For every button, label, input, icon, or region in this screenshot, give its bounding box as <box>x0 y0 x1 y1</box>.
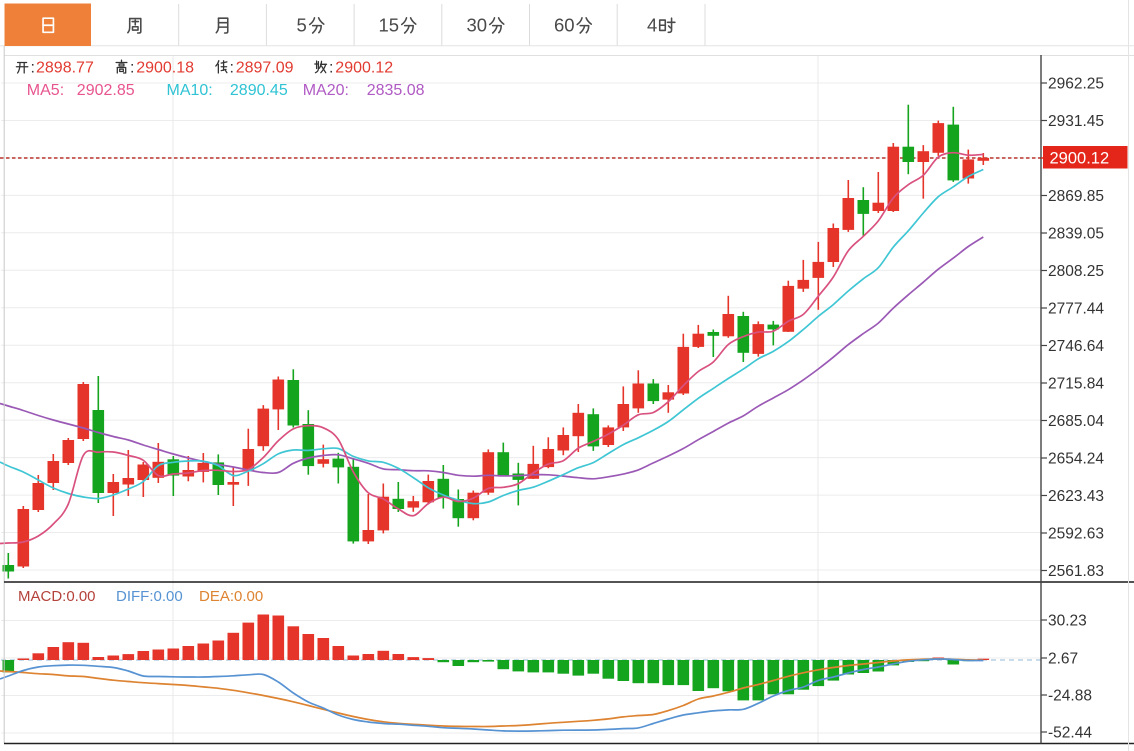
svg-text:2654.24: 2654.24 <box>1048 451 1104 468</box>
svg-text:5: 5 <box>297 15 307 36</box>
svg-text:2746.64: 2746.64 <box>1048 338 1104 355</box>
svg-text:DIFF:0.00: DIFF:0.00 <box>116 588 183 605</box>
svg-text:2931.45: 2931.45 <box>1048 113 1104 130</box>
svg-text:2715.84: 2715.84 <box>1048 376 1104 393</box>
svg-text:4: 4 <box>647 15 657 36</box>
svg-text:MA10:: MA10: <box>167 82 213 99</box>
svg-text:2777.44: 2777.44 <box>1048 301 1104 318</box>
svg-text:2561.83: 2561.83 <box>1048 563 1104 580</box>
svg-text::: : <box>329 60 333 77</box>
svg-text:2.67: 2.67 <box>1048 651 1078 668</box>
svg-text:30: 30 <box>467 15 488 36</box>
svg-text:2839.05: 2839.05 <box>1048 226 1104 243</box>
svg-text:30.23: 30.23 <box>1048 613 1087 630</box>
svg-text:2897.09: 2897.09 <box>236 60 294 77</box>
svg-text:15: 15 <box>379 15 400 36</box>
svg-text::: : <box>130 60 134 77</box>
svg-text:2685.04: 2685.04 <box>1048 413 1104 430</box>
svg-text:2902.85: 2902.85 <box>77 82 135 99</box>
svg-text:2900.12: 2900.12 <box>335 60 393 77</box>
svg-text:MA5:: MA5: <box>27 82 64 99</box>
svg-text:2623.43: 2623.43 <box>1048 488 1104 505</box>
svg-text::: : <box>230 60 234 77</box>
svg-text:2898.77: 2898.77 <box>36 60 94 77</box>
svg-text:-52.44: -52.44 <box>1048 725 1092 742</box>
svg-text:2962.25: 2962.25 <box>1048 76 1104 93</box>
svg-text:2835.08: 2835.08 <box>367 82 425 99</box>
svg-text:2900.18: 2900.18 <box>136 60 194 77</box>
svg-text:-24.88: -24.88 <box>1048 688 1092 705</box>
svg-text:2592.63: 2592.63 <box>1048 526 1104 543</box>
svg-text:2869.85: 2869.85 <box>1048 188 1104 205</box>
svg-text:2900.12: 2900.12 <box>1050 150 1110 168</box>
svg-text:MACD:0.00: MACD:0.00 <box>18 588 96 605</box>
svg-text:MA20:: MA20: <box>303 82 349 99</box>
svg-text:2890.45: 2890.45 <box>230 82 288 99</box>
svg-text:2808.25: 2808.25 <box>1048 263 1104 280</box>
svg-text:60: 60 <box>554 15 575 36</box>
svg-text::: : <box>31 60 35 77</box>
svg-text:DEA:0.00: DEA:0.00 <box>199 588 263 605</box>
